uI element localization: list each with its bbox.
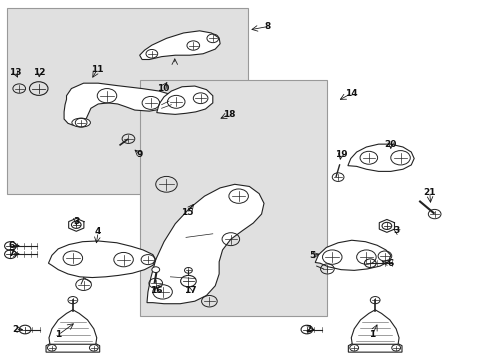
Text: 9: 9	[136, 150, 142, 159]
Text: 11: 11	[91, 65, 103, 74]
Polygon shape	[347, 343, 401, 352]
Text: 12: 12	[33, 68, 46, 77]
Polygon shape	[350, 310, 398, 344]
Text: 5: 5	[309, 251, 315, 260]
Polygon shape	[48, 241, 156, 278]
Circle shape	[152, 267, 159, 273]
Polygon shape	[315, 240, 390, 270]
Text: 2: 2	[305, 325, 311, 334]
Polygon shape	[49, 310, 97, 344]
Text: 17: 17	[183, 286, 196, 295]
Text: 1: 1	[55, 330, 61, 339]
Polygon shape	[347, 144, 413, 171]
Polygon shape	[157, 86, 212, 114]
Text: 8: 8	[264, 22, 270, 31]
Text: 3: 3	[393, 226, 399, 235]
Bar	[6, 8, 247, 194]
Text: 16: 16	[150, 286, 163, 295]
Text: 6: 6	[387, 259, 393, 268]
Text: 13: 13	[9, 68, 21, 77]
Polygon shape	[147, 184, 264, 304]
Bar	[140, 80, 327, 316]
Text: 20: 20	[384, 140, 396, 149]
Text: 18: 18	[222, 110, 235, 119]
Text: 10: 10	[157, 84, 169, 93]
Text: 7: 7	[8, 249, 15, 258]
Polygon shape	[140, 31, 220, 59]
Text: 2: 2	[12, 325, 19, 334]
Text: 15: 15	[181, 208, 193, 217]
Text: 19: 19	[334, 150, 346, 159]
Text: 6: 6	[8, 241, 15, 250]
Text: 3: 3	[73, 217, 79, 226]
Text: 4: 4	[95, 228, 101, 237]
Polygon shape	[64, 83, 171, 126]
Ellipse shape	[72, 118, 90, 127]
Text: 1: 1	[368, 330, 375, 339]
Polygon shape	[46, 343, 100, 352]
Text: 21: 21	[423, 188, 435, 197]
Text: 14: 14	[345, 89, 357, 98]
